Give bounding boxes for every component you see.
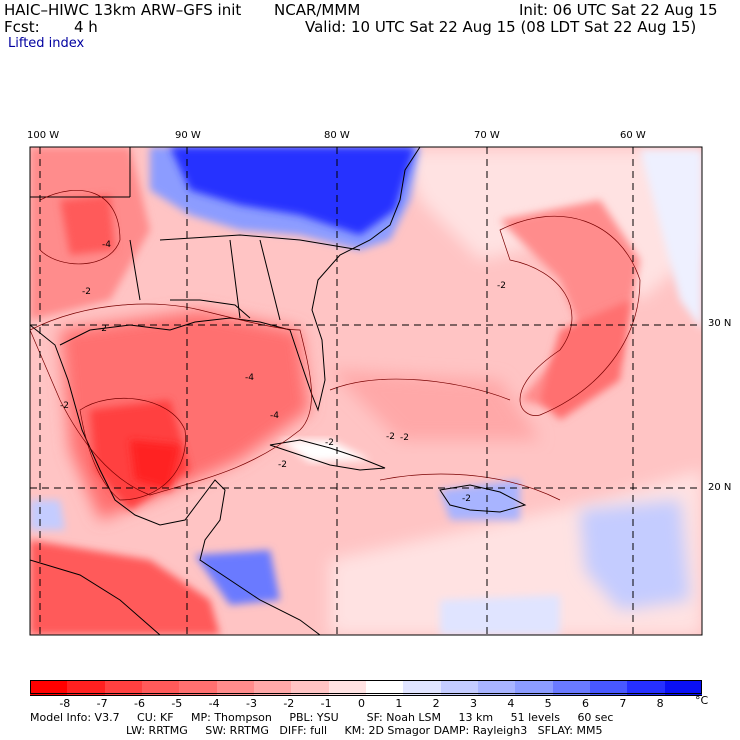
colorbar-tick-label: -8 [59,697,71,710]
contour-label: -4 [102,240,111,250]
field-positive-south [440,595,560,635]
field-positive-hispaniola [440,480,520,520]
field-positive-central-america [195,550,280,605]
field-pacific [30,540,220,635]
lon-label: 70 W [474,130,500,141]
colorbar-tick-label: -3 [246,697,257,710]
contour-label: -2 [325,438,334,448]
fcst-value: 4 h [74,18,98,36]
colorbar-tick-label: -1 [320,697,332,710]
contour-label: -2 [60,401,69,411]
lat-label: 20 N [708,482,732,493]
contour-labels: -4 -2 -2 -2 -4 -4 -2 -2 -2 -2 -2 -2 [60,240,506,504]
colorbar-tick-label: 2 [432,697,440,710]
colorbar-unit: °C [695,694,709,707]
valid-time: Valid: 10 UTC Sat 22 Aug 15 (08 LDT Sat … [305,18,697,36]
lon-label: 100 W [27,130,60,141]
lon-label: 60 W [620,130,646,141]
field-gulf-max [130,440,180,490]
contour-label: -2 [98,324,107,334]
contour-label: -2 [386,432,395,442]
colorbar-tick-label: -6 [134,697,145,710]
colorbar-tick-label: -2 [283,697,295,710]
colorbar-tick-label: 6 [582,697,589,710]
contours [30,190,641,501]
field-positive-core [170,147,415,235]
model-info-line1: Model Info: V3.7 CU: KF MP: Thompson PBL… [30,711,614,724]
contour-label: -2 [82,287,91,297]
contour-label: -4 [245,373,254,383]
field-name: Lifted index [8,36,85,51]
colorbar-tick-label: 3 [470,697,477,710]
colorbar-tick-label: 8 [656,697,664,710]
contour-label: -2 [497,281,506,291]
coastlines [30,147,527,635]
colorbar-tick-label: -7 [96,697,108,710]
contour-label: -2 [400,433,409,443]
field-neutral-east [640,150,702,330]
colorbar-tick-label: -5 [171,697,183,710]
contour-label: -2 [278,460,287,470]
lat-label: 30 N [708,318,732,329]
colorbar-tick-label: 7 [619,697,627,710]
contour-label: -2 [462,494,471,504]
graticule [30,147,702,635]
map-frame [29,146,703,636]
colorbar-tick-label: 1 [395,697,403,710]
org-label: NCAR/MMM [274,1,361,19]
colorbar-frame [30,680,702,694]
colorbar-tick-label: 0 [358,697,365,710]
field-texas-core [60,195,115,255]
field-atlantic-core [540,300,630,420]
model-title: HAIC–HIWC 13km ARW–GFS init [4,1,242,19]
colorbar-tick-label: -4 [208,697,220,710]
colorbar-tick-label: 5 [544,697,552,710]
fcst-label: Fcst: [4,18,40,36]
colorbar-tick-label: 4 [507,697,515,710]
model-info-line2: LW: RRTMG SW: RRTMG DIFF: full KM: 2D Sm… [126,724,603,737]
init-time: Init: 06 UTC Sat 22 Aug 15 [519,1,718,19]
field-cuba [280,440,370,462]
field-positive-caribbean-east [580,500,690,610]
contour-label: -4 [270,411,279,421]
field-positive-pacific [30,500,65,530]
lon-label: 90 W [175,130,201,141]
lon-label: 80 W [324,130,350,141]
